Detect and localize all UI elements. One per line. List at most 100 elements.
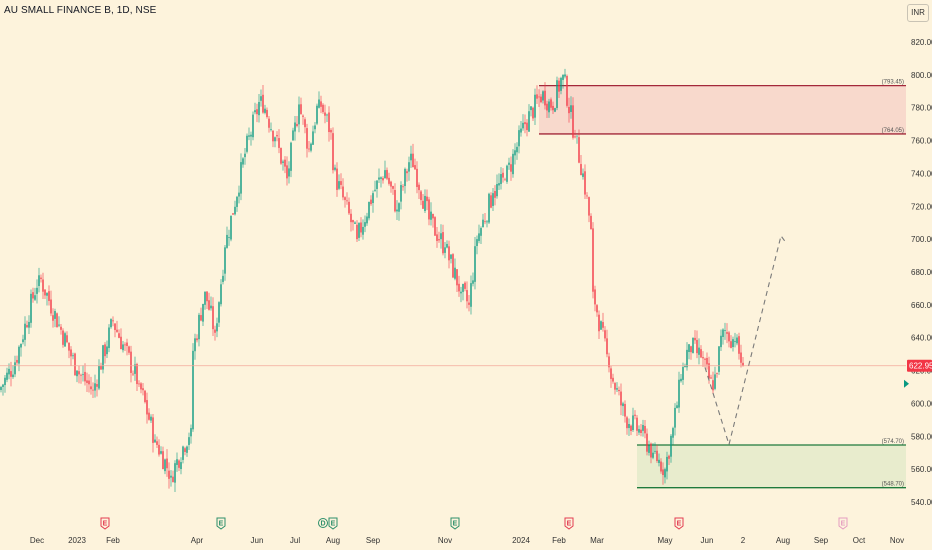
candle-body bbox=[688, 344, 690, 353]
candle-body bbox=[366, 216, 368, 224]
candle bbox=[452, 253, 454, 279]
candle-body bbox=[644, 425, 646, 434]
earnings-badge bbox=[100, 517, 110, 530]
candle bbox=[326, 113, 328, 122]
candle bbox=[248, 127, 250, 141]
candle-body bbox=[652, 452, 654, 458]
candle-body bbox=[722, 329, 724, 337]
candle bbox=[432, 213, 434, 228]
candle bbox=[580, 155, 582, 176]
candle-body bbox=[596, 305, 598, 313]
candle bbox=[68, 342, 70, 359]
candle-body bbox=[616, 388, 618, 390]
candle bbox=[386, 167, 388, 181]
candle-body bbox=[66, 335, 68, 343]
candle-body bbox=[128, 346, 130, 353]
candle-body bbox=[632, 415, 634, 431]
candle-body bbox=[556, 80, 558, 109]
candle bbox=[624, 400, 626, 423]
candle bbox=[718, 345, 720, 375]
candle bbox=[650, 442, 652, 464]
time-tick-label: 2023 bbox=[68, 536, 86, 545]
candle bbox=[332, 127, 334, 174]
candle-body bbox=[344, 197, 346, 200]
earnings-badge bbox=[216, 517, 226, 530]
candle bbox=[0, 385, 2, 393]
candle-body bbox=[536, 94, 538, 99]
candle-body bbox=[586, 195, 588, 197]
candle bbox=[376, 180, 378, 198]
candle-body bbox=[560, 77, 562, 91]
candle-body bbox=[332, 133, 334, 171]
candle-body bbox=[500, 174, 502, 184]
candle bbox=[700, 345, 702, 359]
candle bbox=[232, 213, 234, 215]
candle-body bbox=[454, 267, 456, 279]
candle bbox=[270, 122, 272, 132]
candle-body bbox=[630, 425, 632, 432]
candle-body bbox=[690, 346, 692, 353]
price-tick-label: 600.00 bbox=[911, 399, 932, 408]
candle-body bbox=[124, 344, 126, 346]
candle bbox=[554, 107, 556, 113]
candle-body bbox=[446, 243, 448, 248]
price-axis[interactable]: 820.00 800.00 780.00 760.00 740.00 720.00 700.… bbox=[904, 38, 932, 507]
candle bbox=[88, 374, 90, 393]
candle-body bbox=[336, 168, 338, 190]
candle bbox=[558, 77, 560, 98]
candle bbox=[22, 334, 24, 345]
candle bbox=[696, 330, 698, 359]
candle-body bbox=[190, 428, 192, 437]
candle-body bbox=[18, 346, 20, 364]
candle bbox=[396, 200, 398, 221]
candle-body bbox=[304, 119, 306, 128]
candle bbox=[216, 317, 218, 338]
candle-body bbox=[506, 165, 508, 182]
candle bbox=[334, 164, 336, 172]
candle-body bbox=[156, 441, 158, 445]
candle-body bbox=[540, 96, 542, 103]
time-axis[interactable]: Dec 2023 Feb Apr Jun Jul Aug Sep Nov 2024 Feb Mar Ma… bbox=[30, 536, 904, 545]
candle-body bbox=[208, 300, 210, 310]
candle-body bbox=[572, 105, 574, 138]
candle bbox=[24, 316, 26, 347]
candle-body bbox=[488, 193, 490, 223]
candle-body bbox=[492, 193, 494, 206]
candle bbox=[6, 367, 8, 383]
candle bbox=[182, 445, 184, 464]
candle bbox=[698, 338, 700, 365]
candle-body bbox=[578, 137, 580, 163]
candle bbox=[264, 104, 266, 115]
candle-body bbox=[28, 321, 30, 328]
candle-body bbox=[50, 299, 52, 314]
candle bbox=[274, 136, 276, 148]
candle bbox=[588, 196, 590, 223]
candle-body bbox=[14, 362, 16, 375]
candle bbox=[104, 342, 106, 364]
candle-body bbox=[434, 217, 436, 236]
candle-body bbox=[168, 470, 170, 479]
candle bbox=[312, 125, 314, 145]
candle bbox=[60, 324, 62, 335]
candle-body bbox=[672, 428, 674, 438]
candle bbox=[118, 329, 120, 339]
candle bbox=[646, 428, 648, 456]
currency-button[interactable]: INR bbox=[907, 4, 929, 22]
candle bbox=[392, 185, 394, 195]
candle bbox=[470, 275, 472, 315]
candle bbox=[618, 386, 620, 396]
candle-body bbox=[370, 199, 372, 205]
candle-body bbox=[544, 90, 546, 106]
candle bbox=[214, 325, 216, 341]
candle bbox=[390, 180, 392, 193]
candle bbox=[346, 192, 348, 205]
price-tick-label: 700.00 bbox=[911, 235, 932, 244]
candle-body bbox=[684, 365, 686, 368]
candle bbox=[686, 342, 688, 371]
candle-body bbox=[546, 103, 548, 111]
candle bbox=[268, 115, 270, 133]
candle bbox=[592, 222, 594, 299]
zone-top-label: (574.70) bbox=[882, 439, 904, 445]
candle-body bbox=[2, 384, 4, 387]
